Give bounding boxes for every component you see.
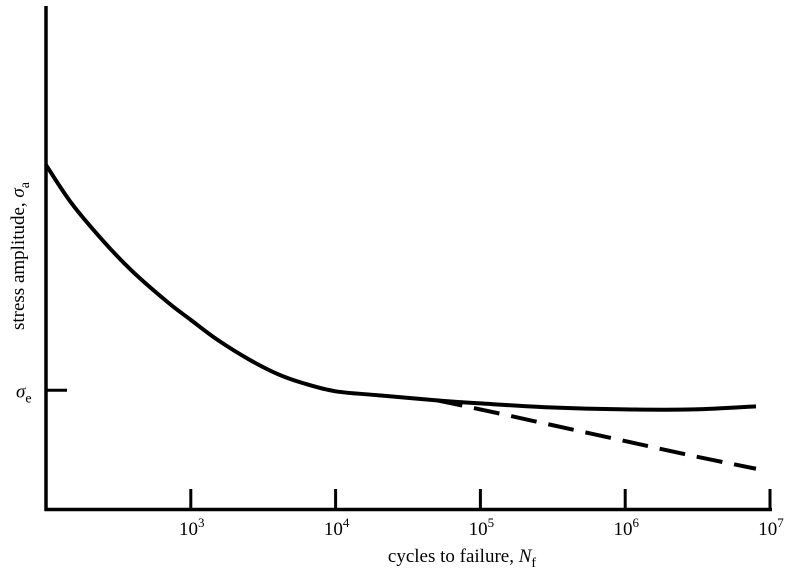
x-tick-label: 103 xyxy=(179,515,205,540)
series-layer xyxy=(44,163,757,471)
x-axis-label: cycles to failure, Nf xyxy=(388,546,537,571)
x-tick-label: 104 xyxy=(324,515,350,540)
solid-curve xyxy=(44,163,757,412)
x-ticks: 103 104 105 106 107 xyxy=(179,489,784,540)
x-tick-label: 107 xyxy=(758,515,784,540)
y-ticks: σe xyxy=(16,381,67,406)
x-tick-label: 106 xyxy=(613,515,639,540)
y-tick-label: σe xyxy=(16,381,32,406)
dashed-curve xyxy=(436,398,757,471)
y-axis-label: stress amplitude, σa xyxy=(8,181,33,330)
x-tick-label: 105 xyxy=(469,515,495,540)
